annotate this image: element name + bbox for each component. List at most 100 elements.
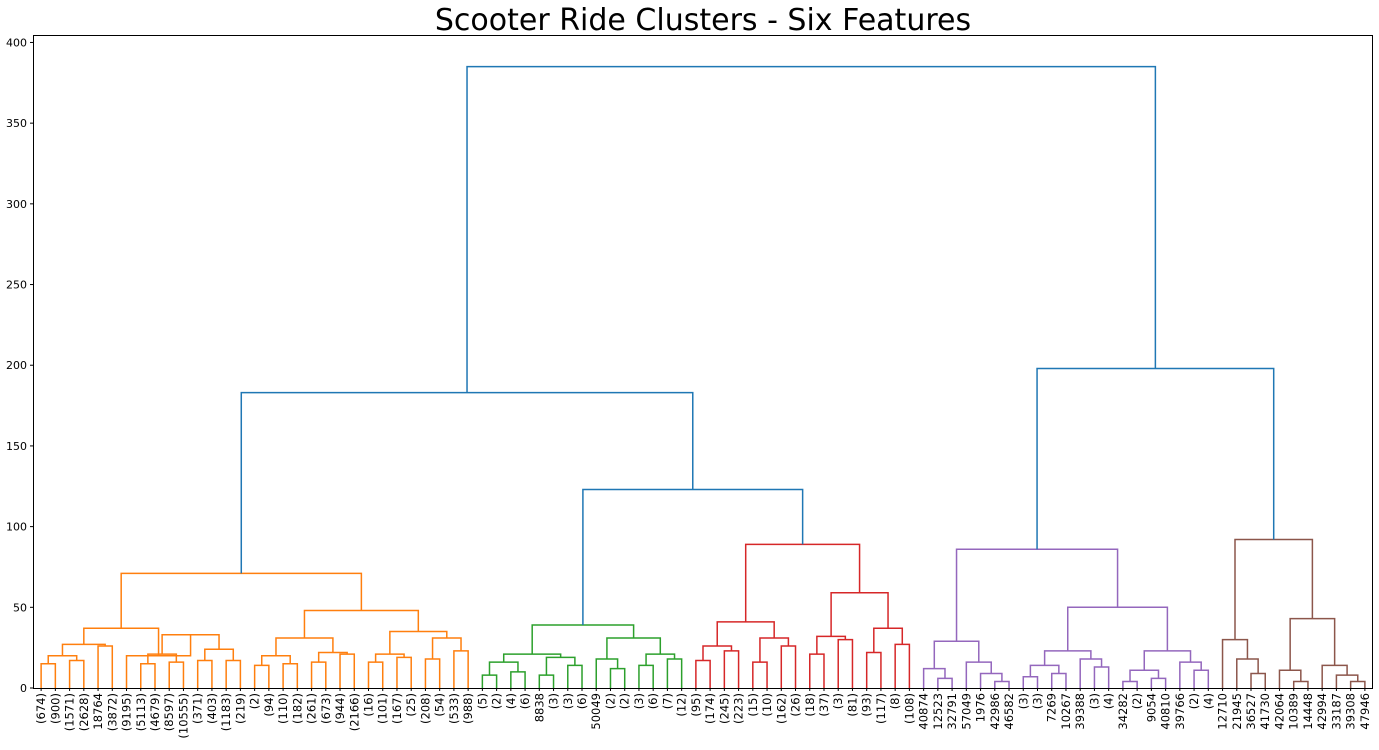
dendrogram-link — [1193, 669, 1210, 688]
dendrogram-link — [253, 664, 270, 688]
leaf-label: 39308 — [1344, 693, 1358, 730]
leaf-label: (16) — [362, 693, 376, 717]
dendrogram-link — [837, 638, 854, 688]
dendrogram-link — [865, 651, 882, 688]
leaf-label: (4) — [1201, 693, 1215, 709]
leaf-label: (174) — [703, 693, 717, 724]
dendrogram-link — [752, 661, 768, 688]
dendrogram-link — [424, 658, 441, 688]
leaf-label: (95) — [689, 693, 703, 717]
leaf-label: (4679) — [148, 693, 162, 731]
dendrogram-link — [1079, 658, 1103, 688]
dendrogram-link — [1093, 666, 1110, 688]
leaf-label: 42064 — [1272, 693, 1286, 730]
leaf-label: 57049 — [959, 693, 973, 730]
y-tick-label: 100 — [6, 521, 27, 534]
leaf-label: 40810 — [1159, 693, 1173, 730]
leaf-label: (37) — [817, 693, 831, 717]
leaf-label: 33187 — [1329, 693, 1343, 730]
leaf-label: (2) — [248, 693, 262, 709]
dendrogram-link — [488, 661, 519, 676]
leaf-label: 36527 — [1244, 693, 1258, 730]
leaf-label: 34282 — [1116, 693, 1130, 730]
dendrogram-link — [1289, 617, 1336, 671]
leaf-label: (93) — [860, 693, 874, 717]
leaf-label: (101) — [376, 693, 390, 724]
leaf-label: 42986 — [988, 693, 1002, 730]
dendrogram-link — [374, 653, 405, 663]
leaf-label: (54) — [433, 693, 447, 717]
leaf-label: (2) — [618, 693, 632, 709]
leaf-label: (1571) — [63, 693, 77, 731]
leaf-label: (15) — [746, 693, 760, 717]
dendrogram-link — [894, 643, 911, 688]
leaf-label: (3) — [547, 693, 561, 709]
dendrogram-link — [1221, 638, 1249, 688]
leaf-label: (223) — [732, 693, 746, 724]
leaf-label: (5) — [475, 693, 489, 709]
dendrogram-link — [830, 592, 889, 637]
leaf-label: 39388 — [1073, 693, 1087, 730]
y-tick-label: 350 — [6, 117, 27, 130]
dendrogram-link — [453, 650, 469, 688]
leaf-label: (5113) — [134, 693, 148, 731]
leaf-label: (3872) — [105, 693, 119, 731]
leaf-label: 46582 — [1002, 693, 1016, 730]
dendrogram-link — [303, 609, 420, 638]
dendrogram-link — [595, 658, 619, 688]
dendrogram-link — [1349, 680, 1366, 688]
leaf-label: (208) — [418, 693, 432, 724]
leaf-label: (12) — [675, 693, 689, 717]
dendrogram-link — [545, 656, 576, 676]
chart-title: Scooter Ride Clusters - Six Features — [435, 3, 971, 38]
leaf-label: (8597) — [162, 693, 176, 731]
dendrogram-link — [809, 653, 825, 688]
leaf-label: (6) — [646, 693, 660, 709]
dendrogram-link — [1036, 367, 1275, 550]
dendrogram-link — [531, 624, 635, 655]
leaf-label: 21945 — [1230, 693, 1244, 730]
leaf-label: (3) — [1087, 693, 1101, 709]
dendrogram-link — [120, 572, 363, 629]
dendrogram-link — [582, 488, 804, 626]
dendrogram-link — [716, 621, 775, 647]
dendrogram-link — [645, 653, 676, 666]
dendrogram-link — [1150, 677, 1167, 688]
leaf-label: (1183) — [219, 693, 233, 731]
dendrogram-link — [609, 667, 626, 688]
dendrogram-link — [606, 637, 662, 659]
dendrogram-link — [431, 637, 462, 659]
dendrogram-link — [196, 659, 213, 688]
leaf-label: (3) — [831, 693, 845, 709]
leaf-label: (673) — [319, 693, 333, 724]
dendrogram-link — [1022, 675, 1039, 688]
leaf-label: (162) — [774, 693, 788, 724]
leaf-label: (110) — [276, 693, 290, 724]
dendrogram-link — [1067, 606, 1169, 651]
dendrogram-link — [367, 661, 384, 688]
leaf-label: (2) — [1187, 693, 1201, 709]
dendrogram-link — [1321, 664, 1348, 688]
dendrogram-link — [1043, 650, 1092, 666]
dendrogram-link — [339, 653, 356, 688]
leaf-label: (245) — [717, 693, 731, 724]
dendrogram-link — [481, 674, 498, 688]
dendrogram-link — [1234, 538, 1314, 640]
leaf-label: (6) — [518, 693, 532, 709]
dendrogram-link — [979, 672, 1003, 688]
leaf-label: (3) — [1016, 693, 1030, 709]
leaf-label: 12523 — [931, 693, 945, 730]
leaf-label: (7) — [660, 693, 674, 709]
dendrogram-link — [1278, 669, 1302, 688]
dendrogram-link — [1292, 680, 1309, 688]
dendrogram-link — [567, 664, 583, 688]
dendrogram-link — [780, 645, 797, 688]
leaf-label: 47946 — [1358, 693, 1372, 730]
leaf-label: (219) — [233, 693, 247, 724]
dendrogram-link — [1029, 664, 1060, 677]
y-tick-label: 250 — [6, 279, 27, 292]
leaf-label: (6) — [575, 693, 589, 709]
dendrogram-link — [1143, 650, 1192, 671]
plot-area-frame — [33, 35, 1373, 689]
leaf-label: (371) — [191, 693, 205, 724]
